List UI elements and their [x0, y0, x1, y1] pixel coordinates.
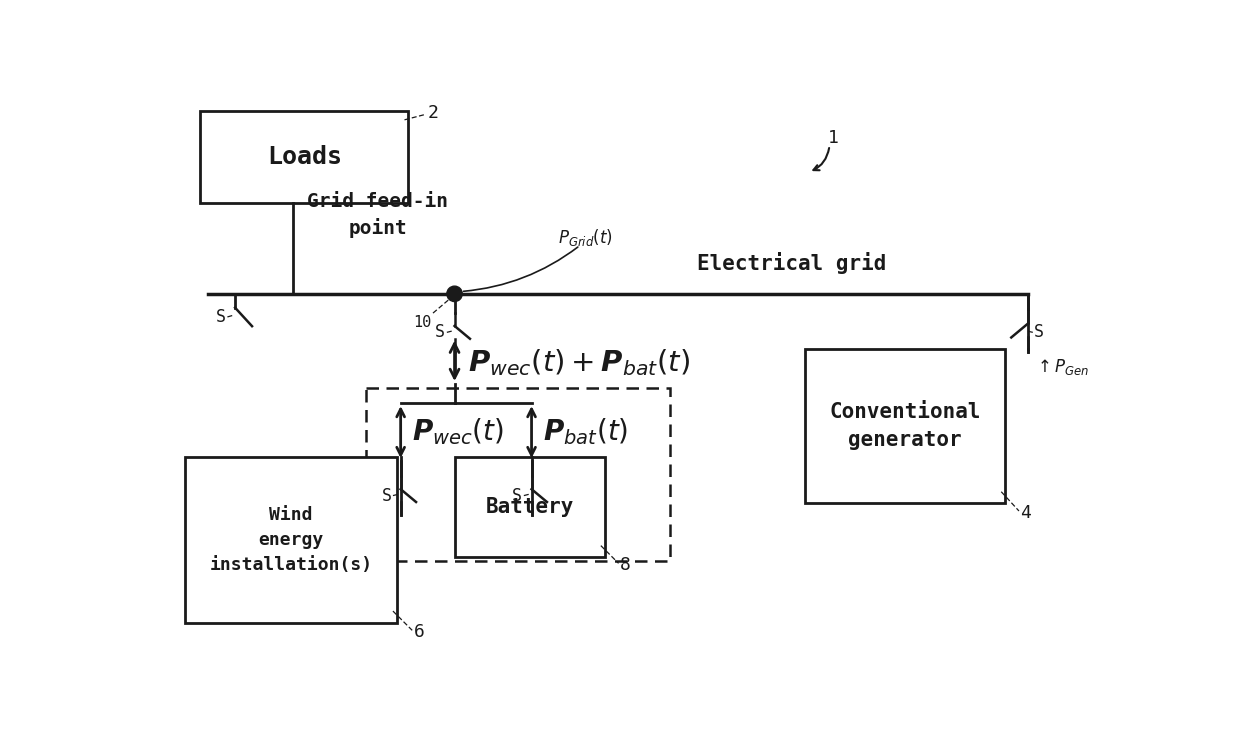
- Text: $\boldsymbol{P}_{wec}(t)+\boldsymbol{P}_{bat}(t)$: $\boldsymbol{P}_{wec}(t)+\boldsymbol{P}_…: [469, 347, 691, 378]
- Circle shape: [446, 286, 463, 302]
- Text: $\boldsymbol{P}_{wec}(t)$: $\boldsymbol{P}_{wec}(t)$: [412, 417, 505, 448]
- Text: 1: 1: [828, 129, 839, 147]
- Text: $P_{Grid}(t)$: $P_{Grid}(t)$: [558, 227, 614, 248]
- Bar: [455, 457, 605, 557]
- Text: S: S: [512, 486, 522, 504]
- Text: 10: 10: [413, 316, 432, 330]
- Bar: [805, 349, 1006, 503]
- Text: S: S: [435, 324, 445, 341]
- Text: Battery: Battery: [485, 497, 574, 517]
- Text: S: S: [1034, 324, 1044, 341]
- Text: 8: 8: [620, 556, 631, 574]
- Text: $\boldsymbol{P}_{bat}(t)$: $\boldsymbol{P}_{bat}(t)$: [543, 417, 629, 448]
- Text: Electrical grid: Electrical grid: [697, 252, 887, 274]
- Text: Wind
energy
installation(s): Wind energy installation(s): [210, 506, 372, 574]
- Text: 2: 2: [428, 104, 439, 122]
- Text: 4: 4: [1021, 504, 1032, 521]
- Text: Loads: Loads: [267, 145, 342, 169]
- Bar: [366, 388, 670, 561]
- Bar: [185, 457, 397, 623]
- Text: S: S: [382, 486, 392, 504]
- Text: S: S: [216, 308, 226, 326]
- Text: Grid feed-in
point: Grid feed-in point: [308, 192, 448, 238]
- Text: 6: 6: [414, 623, 424, 641]
- Bar: [201, 111, 408, 203]
- Text: $\uparrow P_{Gen}$: $\uparrow P_{Gen}$: [1034, 357, 1090, 377]
- Text: Conventional
generator: Conventional generator: [830, 402, 981, 451]
